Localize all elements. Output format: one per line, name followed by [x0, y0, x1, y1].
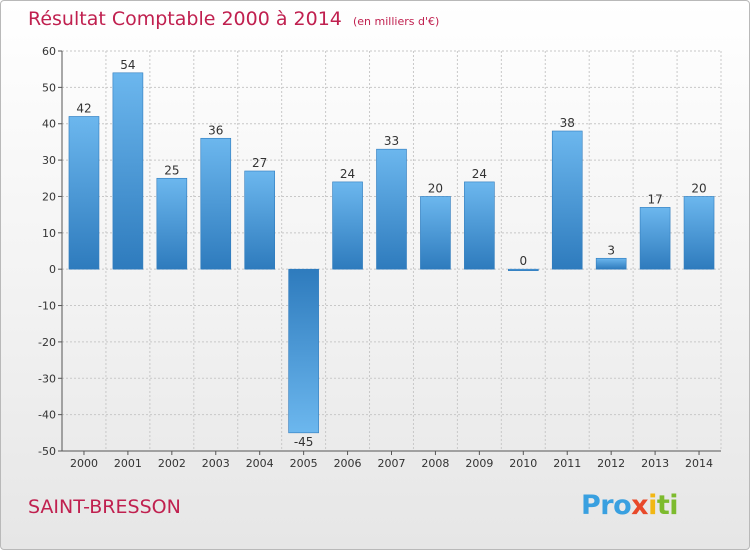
bar [551, 130, 583, 270]
x-tick-label: 2006 [334, 457, 362, 470]
x-tick-label: 2014 [685, 457, 713, 470]
data-label: 33 [384, 134, 399, 148]
data-label: 0 [519, 254, 527, 268]
bar [464, 181, 495, 270]
bar [288, 268, 319, 434]
y-tick-label: -30 [38, 372, 56, 385]
bar [332, 181, 363, 270]
grid-lines [61, 50, 722, 452]
y-tick-label: -50 [38, 445, 56, 458]
y-tick-label: 60 [42, 45, 56, 58]
bar [595, 257, 627, 270]
x-tick-label: 2011 [553, 457, 581, 470]
x-tick-label: 2003 [202, 457, 230, 470]
bar [156, 177, 188, 270]
bar [112, 72, 144, 270]
data-label: 20 [428, 181, 443, 195]
y-tick-label: 0 [49, 263, 56, 276]
logo-part-4: ti [656, 490, 679, 521]
x-tick-label: 2009 [465, 457, 493, 470]
x-tick-label: 2002 [158, 457, 186, 470]
x-tick-label: 2000 [70, 457, 98, 470]
data-label: 25 [164, 163, 179, 177]
x-tick-label: 2005 [290, 457, 318, 470]
proxiti-logo[interactable]: Proxiti [581, 490, 679, 521]
chart-title: Résultat Comptable 2000 à 2014 (en milli… [28, 8, 439, 30]
bar [68, 116, 100, 270]
x-tick-label: 2013 [641, 457, 669, 470]
chart-title-unit: (en milliers d'€) [352, 15, 440, 28]
y-tick-label: 40 [42, 118, 56, 131]
x-tick-label: 2004 [246, 457, 274, 470]
bar [507, 268, 539, 271]
logo-part-3: i [648, 490, 657, 521]
data-label: 24 [340, 167, 355, 181]
bar [244, 170, 275, 270]
data-label: -45 [294, 435, 314, 449]
x-tick-label: 2012 [597, 457, 625, 470]
data-label: 42 [76, 101, 91, 115]
data-label: 17 [647, 192, 662, 206]
data-labels: 42 54 25 36 27 -45 24 33 20 24 0 38 3 17 20 [76, 58, 706, 449]
data-label: 27 [252, 156, 267, 170]
data-label: 38 [560, 116, 575, 130]
y-tick-label: -10 [38, 300, 56, 313]
bar [420, 196, 451, 270]
y-tick-label: -40 [38, 409, 56, 422]
data-label: 54 [120, 58, 135, 72]
bar [639, 207, 671, 270]
bars [68, 72, 715, 434]
bar [376, 148, 407, 270]
y-tick-label: -20 [38, 336, 56, 349]
x-tick-label: 2010 [509, 457, 537, 470]
x-tick-label: 2008 [421, 457, 449, 470]
y-tick-label: 50 [42, 81, 56, 94]
logo-part-1: Pro [581, 490, 632, 521]
x-tick-label: 2001 [114, 457, 142, 470]
bar [683, 196, 715, 270]
data-label: 3 [607, 243, 615, 257]
data-label: 24 [472, 167, 487, 181]
y-tick-label: 10 [42, 227, 56, 240]
bar [200, 137, 232, 270]
logo-part-2: x [631, 490, 649, 521]
y-tick-label: 20 [42, 190, 56, 203]
commune-name: SAINT-BRESSON [28, 496, 181, 518]
y-tick-label: 30 [42, 154, 56, 167]
data-label: 36 [208, 123, 223, 137]
chart-title-main: Résultat Comptable 2000 à 2014 [28, 8, 342, 30]
x-tick-label: 2007 [378, 457, 406, 470]
data-label: 20 [691, 181, 706, 195]
